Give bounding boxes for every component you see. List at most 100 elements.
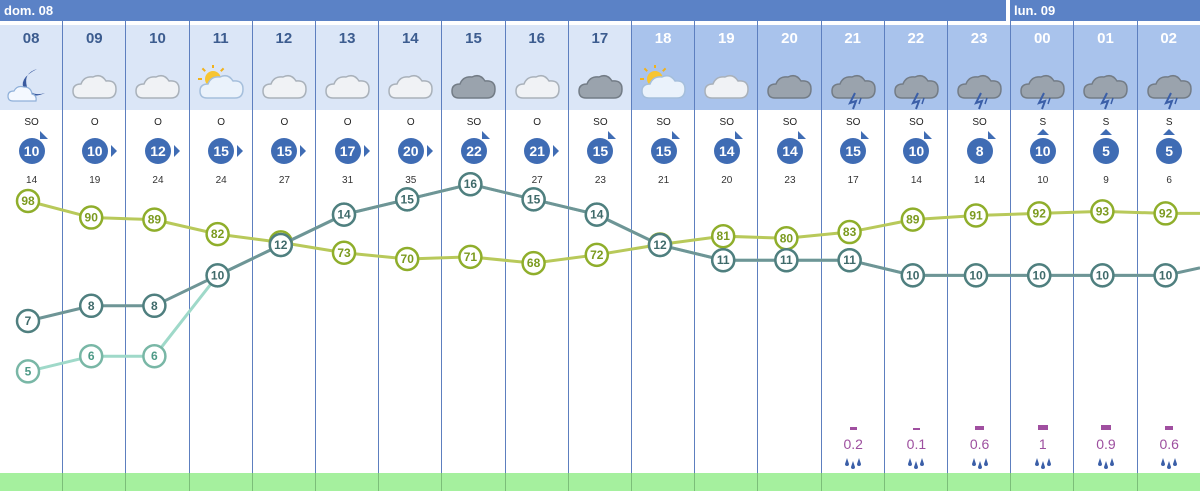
ground-divider	[1073, 473, 1075, 491]
wind-gust: 20	[721, 175, 733, 186]
rain-cloud-icon	[1080, 65, 1130, 110]
temperature-value: 16	[464, 177, 478, 191]
column-divider	[441, 21, 443, 491]
temperature-marker	[647, 232, 673, 258]
sun-cloud-icon	[196, 64, 246, 105]
hour-header: 12	[252, 25, 315, 110]
wind-direction: O	[343, 117, 352, 128]
hour-column: 17 SO 15 23	[568, 21, 632, 491]
wind-speed-badge: 12	[144, 138, 171, 164]
hour-column: 13 O 17 31	[316, 21, 379, 491]
wind-gust: 17	[847, 175, 859, 186]
hour-column: 14 O 20 35	[379, 21, 442, 491]
hour-column: 21 SO 15 17 0.2	[821, 21, 885, 491]
feels-like-point: 5	[15, 359, 41, 384]
hour-label: 13	[338, 30, 356, 47]
humidity-value: 93	[1096, 204, 1110, 218]
rain-drops-icon	[1159, 456, 1179, 470]
feels-like-point: 6	[142, 343, 167, 369]
hour-label: 16	[528, 30, 546, 47]
temperature-point: 14	[331, 202, 357, 227]
temperature-value: 14	[590, 208, 604, 222]
temperature-point: 10	[1153, 263, 1178, 288]
ground-divider	[631, 473, 632, 491]
hour-column: 11 O 15 24	[189, 21, 253, 491]
temperature-marker	[78, 293, 104, 319]
humidity-marker	[205, 221, 230, 247]
hour-label: 22	[907, 30, 925, 47]
wind-speed-badge: 15	[840, 138, 867, 164]
hour-header: 17	[568, 25, 631, 110]
wind-gust: 24	[215, 175, 227, 186]
column-divider	[757, 21, 759, 491]
temperature-marker	[710, 247, 736, 273]
hour-label: 08	[22, 30, 40, 47]
wind-gust: 31	[342, 175, 354, 186]
temperature-point: 12	[647, 232, 673, 258]
wind-gust: 19	[89, 175, 101, 186]
ground-divider	[883, 473, 885, 491]
wind-direction: SO	[782, 117, 798, 128]
hour-label: 10	[149, 30, 166, 47]
humidity-marker	[1153, 201, 1178, 226]
wind-gust: 14	[910, 175, 922, 186]
ground-divider	[694, 473, 696, 491]
wind-speed-badge: 20	[397, 138, 424, 164]
temperature-point: 11	[774, 247, 799, 273]
wind-arrow-icon	[1163, 129, 1176, 135]
wind-speed-badge: 10	[18, 138, 45, 164]
wind-arrow-icon	[173, 145, 180, 157]
temperature-value: 11	[717, 253, 730, 267]
ground-divider	[1136, 473, 1138, 491]
column-divider	[694, 21, 696, 491]
temperature-marker	[900, 263, 926, 288]
temperature-marker	[774, 247, 799, 273]
column-divider	[631, 21, 632, 491]
humidity-value: 89	[906, 213, 920, 227]
hour-column: 18 SO 15 21	[632, 21, 695, 491]
wind-direction: O	[90, 117, 99, 128]
humidity-value: 90	[85, 211, 99, 225]
precip-value: 0.2	[843, 436, 863, 452]
temperature-marker	[15, 308, 41, 334]
rain-drops-icon	[906, 456, 926, 470]
wind-direction: SO	[24, 117, 39, 128]
wind-gust: 23	[784, 175, 796, 186]
wind-speed-badge: 14	[713, 138, 740, 164]
hour-header: 15	[442, 25, 505, 110]
precip-bar	[1037, 425, 1048, 430]
wind-arrow-icon	[1099, 129, 1112, 135]
wind-gust: 27	[531, 175, 543, 186]
temperature-point: 15	[521, 187, 546, 212]
day-header-bar: dom. 08 lun. 09	[0, 0, 1200, 21]
hour-header: 14	[379, 25, 442, 110]
feels-like-value: 6	[151, 349, 158, 363]
hour-label: 09	[85, 30, 103, 47]
temperature-marker	[458, 171, 483, 197]
humidity-marker	[900, 207, 926, 232]
rain-drops-icon	[843, 456, 863, 470]
hour-header: 21	[821, 25, 884, 110]
wind-gust: 24	[152, 175, 164, 186]
wind-speed-badge: 15	[587, 138, 614, 164]
ground-divider	[378, 473, 380, 491]
humidity-marker	[78, 205, 104, 230]
humidity-point: 92	[1026, 201, 1052, 226]
wind-arrow-icon	[300, 145, 307, 157]
wind-arrow-icon	[1036, 129, 1049, 135]
hour-label: 12	[275, 30, 293, 47]
moon-cloud-icon	[6, 65, 56, 105]
hour-label: 20	[781, 30, 798, 47]
wind-arrow-icon	[237, 145, 244, 157]
ground-divider	[820, 473, 822, 491]
humidity-value: 72	[590, 248, 604, 262]
feels-like-marker	[78, 343, 104, 369]
temperature-value: 10	[1033, 268, 1047, 282]
temperature-point: 14	[584, 202, 610, 227]
rain-drops-icon	[1096, 456, 1116, 470]
temperature-value: 10	[1159, 268, 1173, 282]
wind-speed-badge: 15	[271, 138, 298, 164]
cloud-icon	[322, 65, 372, 105]
column-divider	[251, 21, 253, 491]
wind-gust: 10	[1037, 175, 1049, 186]
